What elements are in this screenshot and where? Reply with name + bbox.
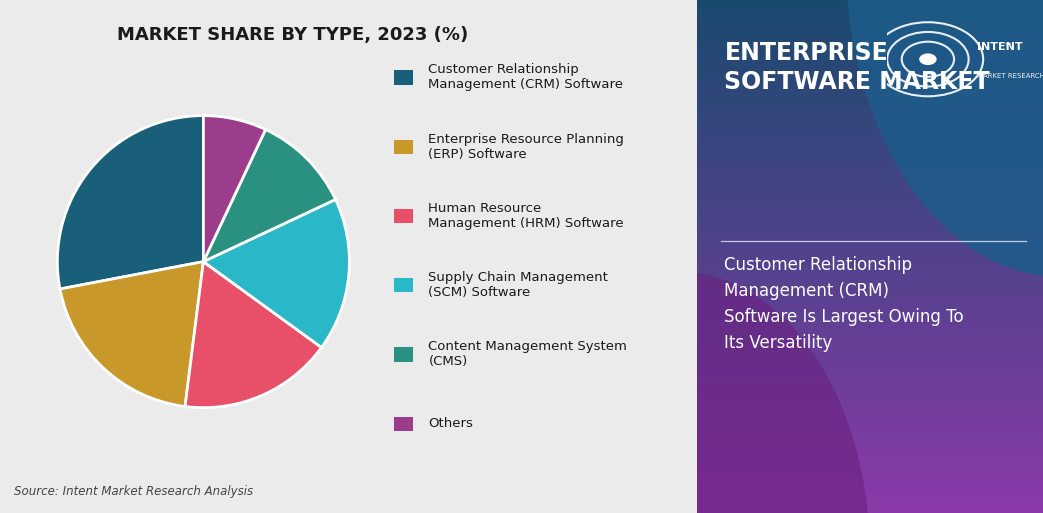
FancyBboxPatch shape	[393, 209, 413, 223]
Polygon shape	[650, 272, 870, 513]
Wedge shape	[59, 262, 203, 406]
Text: Customer Relationship
Management (CRM) Software: Customer Relationship Management (CRM) S…	[429, 64, 624, 91]
FancyBboxPatch shape	[393, 347, 413, 362]
Wedge shape	[185, 262, 321, 408]
Text: Content Management System
(CMS): Content Management System (CMS)	[429, 341, 627, 368]
Text: MARKET SHARE BY TYPE, 2023 (%): MARKET SHARE BY TYPE, 2023 (%)	[117, 26, 468, 44]
Text: ™: ™	[1003, 42, 1012, 51]
Text: INTENT: INTENT	[977, 42, 1023, 52]
FancyBboxPatch shape	[393, 417, 413, 431]
Text: Enterprise Resource Planning
(ERP) Software: Enterprise Resource Planning (ERP) Softw…	[429, 133, 625, 161]
Text: Supply Chain Management
(SCM) Software: Supply Chain Management (SCM) Software	[429, 271, 608, 299]
Text: ENTERPRISE
SOFTWARE MARKET: ENTERPRISE SOFTWARE MARKET	[725, 41, 990, 94]
Text: Others: Others	[429, 417, 474, 430]
FancyBboxPatch shape	[393, 278, 413, 292]
Wedge shape	[57, 115, 203, 289]
FancyBboxPatch shape	[393, 140, 413, 154]
Circle shape	[919, 53, 937, 65]
Wedge shape	[203, 115, 266, 262]
Text: Source: Intent Market Research Analysis: Source: Intent Market Research Analysis	[14, 485, 253, 498]
Wedge shape	[203, 129, 336, 262]
FancyBboxPatch shape	[393, 70, 413, 85]
Wedge shape	[203, 200, 349, 347]
Text: MARKET RESEARCH: MARKET RESEARCH	[977, 73, 1043, 79]
Text: Customer Relationship
Management (CRM)
Software Is Largest Owing To
Its Versatil: Customer Relationship Management (CRM) S…	[725, 256, 964, 351]
Polygon shape	[846, 0, 1043, 277]
Text: Human Resource
Management (HRM) Software: Human Resource Management (HRM) Software	[429, 202, 624, 230]
